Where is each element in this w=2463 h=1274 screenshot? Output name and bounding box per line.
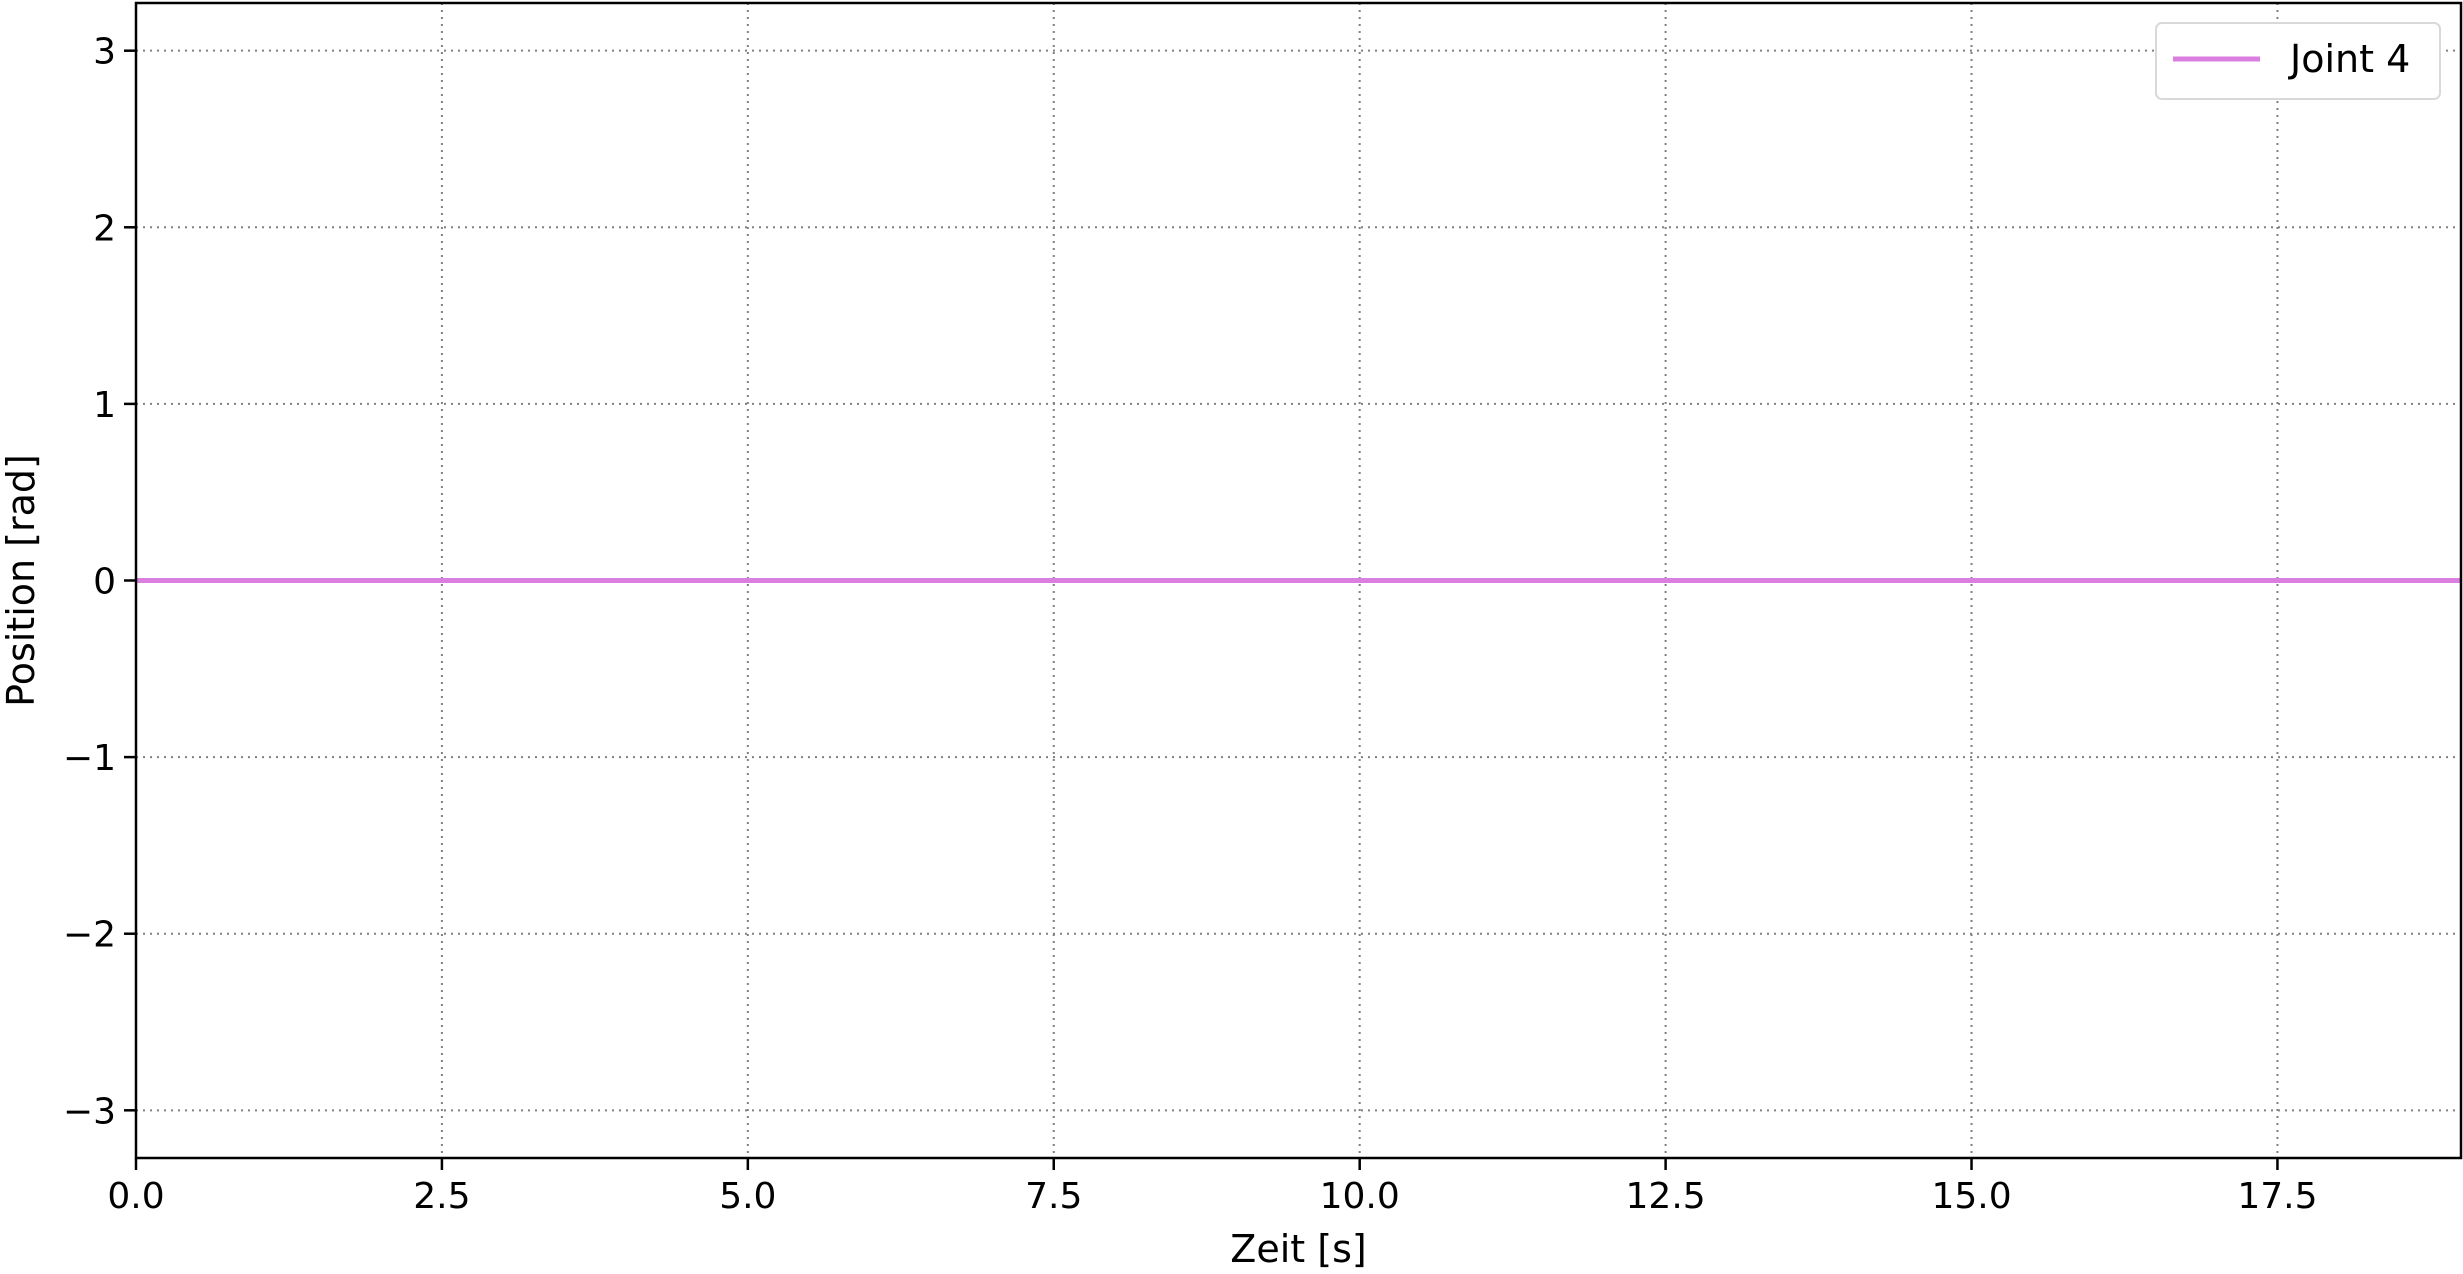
y-tick-label: −1: [63, 738, 116, 779]
x-tick-label: 12.5: [1626, 1176, 1706, 1217]
y-tick-label: 0: [93, 562, 116, 603]
x-tick-label: 10.0: [1320, 1176, 1400, 1217]
x-tick-label: 2.5: [413, 1176, 470, 1217]
y-tick-label: 3: [93, 32, 116, 73]
y-tick-label: 1: [93, 385, 116, 426]
x-axis-label: Zeit [s]: [1230, 1227, 1366, 1271]
legend-label: Joint 4: [2288, 37, 2410, 81]
x-tick-label: 7.5: [1025, 1176, 1082, 1217]
y-tick-label: −2: [63, 915, 116, 956]
legend: Joint 4: [2155, 22, 2441, 100]
x-tick-label: 5.0: [719, 1176, 776, 1217]
y-axis: −3 −2 −1 0 1 2 3: [63, 32, 136, 1132]
y-axis-label: Position [rad]: [0, 454, 43, 707]
x-axis: 0.0 2.5 5.0 7.5 10.0 12.5 15.0 17.5: [107, 1158, 2318, 1217]
y-tick-label: 2: [93, 208, 116, 249]
x-tick-label: 0.0: [107, 1176, 164, 1217]
legend-box: [2155, 22, 2441, 100]
x-tick-label: 17.5: [2237, 1176, 2317, 1217]
x-tick-label: 15.0: [1931, 1176, 2011, 1217]
y-tick-label: −3: [63, 1091, 116, 1132]
